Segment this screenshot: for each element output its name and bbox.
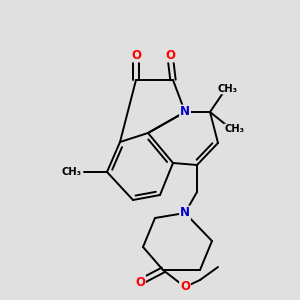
Text: CH₃: CH₃ [224,124,244,134]
Text: N: N [180,106,190,118]
Text: O: O [135,275,145,289]
Text: O: O [180,280,190,293]
Text: N: N [180,206,190,220]
Text: O: O [165,49,175,62]
Text: CH₃: CH₃ [61,167,81,177]
Text: CH₃: CH₃ [218,83,238,94]
Text: O: O [131,49,141,62]
